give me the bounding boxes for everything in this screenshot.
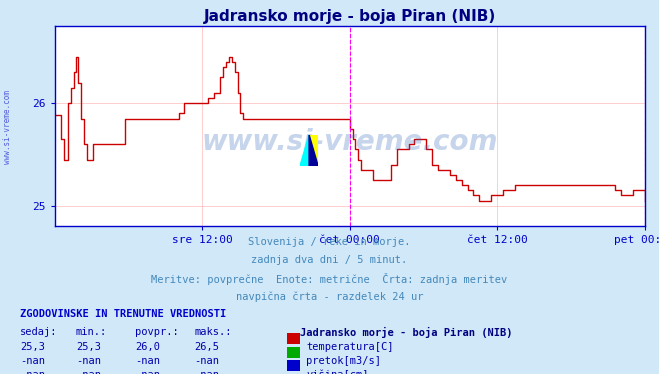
Polygon shape <box>300 135 309 166</box>
Text: -nan: -nan <box>76 356 101 366</box>
Text: 26,5: 26,5 <box>194 342 219 352</box>
Text: -nan: -nan <box>135 356 160 366</box>
Text: temperatura[C]: temperatura[C] <box>306 342 394 352</box>
Text: -nan: -nan <box>20 356 45 366</box>
Text: maks.:: maks.: <box>194 327 232 337</box>
Text: pretok[m3/s]: pretok[m3/s] <box>306 356 382 366</box>
Text: min.:: min.: <box>76 327 107 337</box>
Text: sedaj:: sedaj: <box>20 327 57 337</box>
Text: -nan: -nan <box>194 356 219 366</box>
Text: www.si-vreme.com: www.si-vreme.com <box>202 128 498 156</box>
Text: Slovenija / reke in morje.: Slovenija / reke in morje. <box>248 237 411 248</box>
Text: 26,0: 26,0 <box>135 342 160 352</box>
Text: -nan: -nan <box>76 370 101 374</box>
Text: Meritve: povprečne  Enote: metrične  Črta: zadnja meritev: Meritve: povprečne Enote: metrične Črta:… <box>152 273 507 285</box>
Text: 25,3: 25,3 <box>20 342 45 352</box>
Polygon shape <box>309 135 318 166</box>
Text: zadnja dva dni / 5 minut.: zadnja dva dni / 5 minut. <box>251 255 408 266</box>
Text: ZGODOVINSKE IN TRENUTNE VREDNOSTI: ZGODOVINSKE IN TRENUTNE VREDNOSTI <box>20 309 226 319</box>
Text: Jadransko morje - boja Piran (NIB): Jadransko morje - boja Piran (NIB) <box>300 327 512 338</box>
Text: 25,3: 25,3 <box>76 342 101 352</box>
Text: -nan: -nan <box>135 370 160 374</box>
Text: -nan: -nan <box>194 370 219 374</box>
Text: višina[cm]: višina[cm] <box>306 370 369 374</box>
Text: www.si-vreme.com: www.si-vreme.com <box>3 90 13 164</box>
Title: Jadransko morje - boja Piran (NIB): Jadransko morje - boja Piran (NIB) <box>204 9 496 24</box>
Polygon shape <box>309 135 318 166</box>
Text: navpična črta - razdelek 24 ur: navpična črta - razdelek 24 ur <box>236 291 423 302</box>
Text: -nan: -nan <box>20 370 45 374</box>
Text: povpr.:: povpr.: <box>135 327 179 337</box>
